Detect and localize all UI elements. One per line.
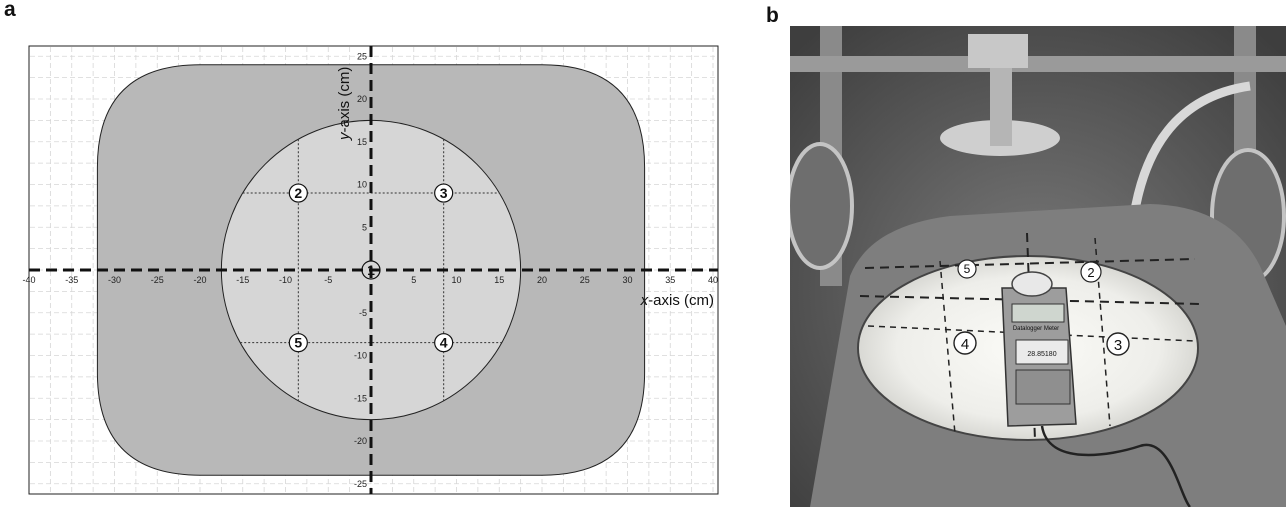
meter-button-panel [1015,369,1071,405]
measurement-point-label: 5 [294,335,302,351]
x-tick-label: 40 [708,275,718,285]
measurement-point-label: 4 [440,335,448,351]
x-tick-label: 30 [622,275,632,285]
meter-display [1011,303,1065,323]
measurement-point-marker [361,260,381,280]
y-tick-label: 20 [357,94,367,104]
y-tick-label: -5 [359,308,367,318]
x-tick-label: -15 [236,275,249,285]
spot-number-5: 5 [957,259,977,279]
spot-line-v3 [1094,237,1111,427]
x-tick-label: -20 [193,275,206,285]
spot-number-5-text: 5 [964,262,971,276]
panel-label-b: b [766,4,779,27]
x-axis-title: x-axis (cm) [640,292,714,309]
x-tick-label: 20 [537,275,547,285]
x-axis-title-italic: x [640,292,649,309]
lamp-head [968,34,1028,68]
meter-label [1015,339,1069,365]
measurement-guide-lines [240,139,502,401]
x-tick-label: 15 [494,275,504,285]
y-tick-label: 5 [362,222,367,232]
x-tick-label: 25 [580,275,590,285]
spot-number-3-text: 3 [1114,337,1122,354]
spot-line-h1 [864,258,1196,269]
measurement-point-4: 4 [434,333,454,353]
y-tick-label: 10 [357,180,367,190]
measurement-point-3: 3 [434,183,454,203]
x-axis-title-rest: -axis (cm) [648,292,714,309]
y-axis-title-italic: y [336,131,353,141]
y-tick-label: -10 [354,351,367,361]
y-axis-title: y-axis (cm) [336,67,353,141]
y-tick-label: -20 [354,436,367,446]
x-tick-label: -5 [324,275,332,285]
x-tick-label: 35 [665,275,675,285]
x-tick-label: -35 [65,275,78,285]
light-meter: Datalogger Meter 28.85180 [1001,271,1192,507]
coordinate-diagram: -40 -35 -30 -25 -20 -15 -10 -5 5 10 15 20 25 30 35 40 2… [22,45,719,495]
meter-sensor-dome [1011,271,1053,297]
measurement-point-label: 1 [367,262,375,278]
spot-number-3: 3 [1106,332,1130,356]
x-tick-label: -10 [279,275,292,285]
spot-number-4: 4 [953,331,977,355]
porthole-left [790,142,854,270]
x-tick-label: 5 [411,275,416,285]
y-tick-label: 25 [357,51,367,61]
measurement-point-1: 1 [361,260,381,280]
measurement-point-marker [288,183,308,203]
x-tick-label: -25 [151,275,164,285]
x-tick-label: -30 [108,275,121,285]
measurement-point-label: 2 [294,185,302,201]
spot-number-2: 2 [1080,261,1102,283]
measurement-point-marker [434,183,454,203]
measurement-point-marker [434,333,454,353]
panel-label-a: a [4,0,16,21]
spot-number-4-text: 4 [961,336,969,353]
incubator-top-bar [790,56,1286,72]
x-tick-labels: -40 -35 -30 -25 -20 -15 -10 -5 5 10 15 20 25 30 35 40 [22,275,718,285]
y-tick-label: -25 [354,479,367,489]
incubator-photo: 5 2 4 3 Datalogger Meter 28.85180 [790,26,1286,507]
lamp-stand [990,66,1012,146]
measurement-point-2: 2 [288,183,308,203]
meter-serial-text: 28.85180 [1027,351,1056,358]
y-tick-label: -15 [354,393,367,403]
spot-line-v1 [939,260,956,435]
y-tick-labels: 25 20 15 10 5 -5 -10 -15 -20 -25 [354,51,367,489]
meter-brand-text: Datalogger Meter [1013,326,1059,332]
measurement-point-marker [288,333,308,353]
x-tick-label: -40 [22,275,35,285]
x-tick-label: 10 [451,275,461,285]
meter-cable [1040,425,1192,507]
measurement-point-5: 5 [288,333,308,353]
y-axis-title-rest: -axis (cm) [336,67,353,133]
measurement-points: 1 2 3 4 5 [288,183,454,353]
y-tick-label: 15 [357,137,367,147]
measurement-point-label: 3 [440,185,448,201]
spot-number-2-text: 2 [1087,265,1094,280]
